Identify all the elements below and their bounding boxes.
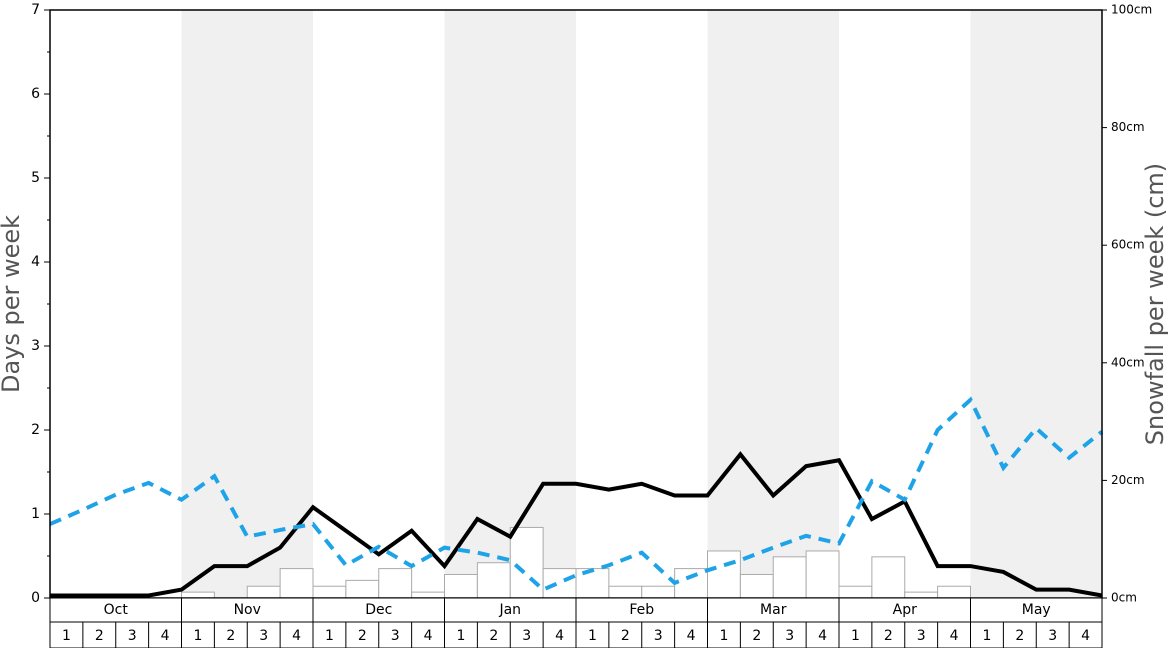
bar xyxy=(476,562,511,599)
bar xyxy=(904,591,939,599)
y-tick-label: 1 xyxy=(31,506,40,522)
month-label: May xyxy=(1022,602,1051,618)
x-tick-label: 1 xyxy=(851,628,860,644)
bar xyxy=(674,568,708,599)
y2-tick-label: 0cm xyxy=(1111,591,1137,605)
month-label: Nov xyxy=(234,602,261,618)
x-tick-label: 2 xyxy=(884,628,893,644)
y-axis-label: Days per week xyxy=(0,215,25,393)
bar xyxy=(608,585,643,599)
x-tick-label: 2 xyxy=(95,628,104,644)
bar xyxy=(772,556,807,599)
x-tick-label: 3 xyxy=(654,628,663,644)
bar xyxy=(937,585,971,599)
y-tick-label: 4 xyxy=(31,254,40,270)
bar xyxy=(871,556,906,599)
y-tick-label: 5 xyxy=(31,170,40,186)
y2-tick-label: 20cm xyxy=(1111,473,1145,487)
x-tick-label: 2 xyxy=(489,628,498,644)
x-tick-label: 3 xyxy=(128,628,137,644)
month-shade xyxy=(707,10,839,598)
x-tick-label: 2 xyxy=(226,628,235,644)
y-tick-label: 7 xyxy=(31,2,40,18)
bar xyxy=(246,585,281,599)
x-tick-label: 3 xyxy=(917,628,926,644)
y2-tick-label: 100cm xyxy=(1111,3,1152,17)
x-tick-label: 1 xyxy=(325,628,334,644)
bar xyxy=(181,591,215,599)
month-label: Jan xyxy=(498,602,521,618)
y2-tick-label: 60cm xyxy=(1111,238,1145,252)
month-label: Dec xyxy=(365,602,392,618)
x-tick-label: 4 xyxy=(161,628,170,644)
x-tick-label: 4 xyxy=(424,628,433,644)
bar xyxy=(707,550,741,599)
bar xyxy=(312,585,347,599)
x-tick-label: 1 xyxy=(588,628,597,644)
x-tick-label: 4 xyxy=(687,628,696,644)
bar xyxy=(641,585,676,599)
y2-axis-label: Snowfall per week (cm) xyxy=(1141,163,1168,445)
y-tick-label: 0 xyxy=(31,590,40,606)
x-tick-label: 1 xyxy=(193,628,202,644)
bar xyxy=(411,591,445,599)
bar xyxy=(509,526,544,599)
bar xyxy=(444,573,478,599)
line xyxy=(50,451,1103,598)
bar xyxy=(838,585,873,599)
x-tick-label: 3 xyxy=(259,628,268,644)
x-tick-label: 2 xyxy=(621,628,630,644)
y2-tick-label: 80cm xyxy=(1111,120,1145,134)
month-label: Feb xyxy=(629,602,654,618)
x-tick-label: 4 xyxy=(555,628,564,644)
x-tick-label: 1 xyxy=(62,628,71,644)
x-tick-label: 2 xyxy=(1015,628,1024,644)
month-shade xyxy=(181,10,313,598)
x-tick-label: 1 xyxy=(456,628,465,644)
x-tick-label: 3 xyxy=(391,628,400,644)
bar xyxy=(279,568,314,599)
x-tick-label: 2 xyxy=(358,628,367,644)
month-label: Apr xyxy=(893,602,917,618)
x-tick-label: 3 xyxy=(785,628,794,644)
bar xyxy=(345,579,380,599)
bar xyxy=(805,550,840,599)
x-tick-label: 4 xyxy=(1081,628,1090,644)
line xyxy=(49,396,1104,592)
bar xyxy=(542,568,577,599)
month-label: Mar xyxy=(760,602,787,618)
month-shade xyxy=(970,10,1102,598)
y-tick-label: 3 xyxy=(31,338,40,354)
x-tick-label: 1 xyxy=(982,628,991,644)
x-tick-label: 1 xyxy=(719,628,728,644)
bar xyxy=(575,568,610,599)
bar xyxy=(378,568,413,599)
y2-tick-label: 40cm xyxy=(1111,355,1145,369)
x-tick-label: 3 xyxy=(1048,628,1057,644)
x-tick-label: 4 xyxy=(292,628,301,644)
x-tick-label: 4 xyxy=(818,628,827,644)
month-shade xyxy=(444,10,576,598)
x-tick-label: 2 xyxy=(752,628,761,644)
x-tick-label: 3 xyxy=(522,628,531,644)
y-tick-label: 6 xyxy=(31,86,40,102)
y-tick-label: 2 xyxy=(31,422,40,438)
month-label: Oct xyxy=(104,602,129,618)
bar xyxy=(739,573,774,599)
x-tick-label: 4 xyxy=(950,628,959,644)
